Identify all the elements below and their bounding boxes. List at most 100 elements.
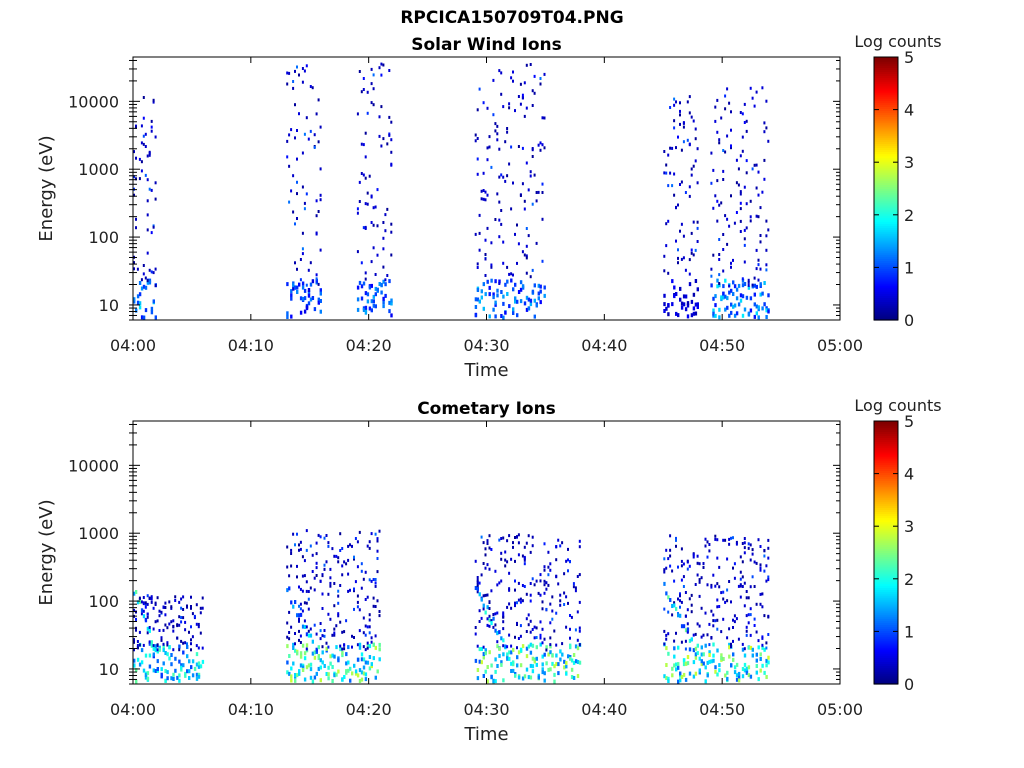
heatmap-cell: [735, 158, 738, 162]
heatmap-cell: [675, 292, 678, 296]
colorbar-step: [874, 176, 898, 179]
heatmap-cell: [333, 673, 336, 678]
heatmap-cell: [706, 555, 709, 559]
colorbar-step: [874, 262, 898, 266]
heatmap-cell: [728, 284, 731, 288]
heatmap-cell: [710, 274, 713, 278]
heatmap-cell: [190, 638, 192, 642]
heatmap-cell: [305, 529, 308, 533]
heatmap-cell: [763, 569, 766, 573]
heatmap-cell: [315, 552, 318, 556]
heatmap-cell: [686, 560, 689, 564]
heatmap-cell: [494, 302, 497, 307]
heatmap-cell: [327, 544, 330, 548]
heatmap-cell: [519, 287, 523, 292]
heatmap-cell: [368, 285, 372, 290]
heatmap-cell: [757, 170, 760, 174]
colorbar-step: [874, 202, 898, 206]
heatmap-cell: [692, 633, 695, 637]
heatmap-cell: [290, 678, 293, 683]
heatmap-cell: [180, 606, 183, 610]
heatmap-cell: [688, 272, 691, 276]
heatmap-cell: [290, 289, 293, 294]
heatmap-cell: [718, 238, 721, 241]
heatmap-cell: [140, 660, 144, 665]
heatmap-cell: [720, 116, 723, 120]
heatmap-cell: [508, 588, 511, 592]
heatmap-cell: [364, 155, 367, 159]
colorbar-step: [874, 317, 898, 321]
heatmap-cell: [535, 656, 538, 661]
heatmap-cell: [737, 584, 740, 588]
heatmap-cell: [296, 290, 299, 294]
colorbar-step: [874, 206, 898, 210]
heatmap-cell: [496, 631, 499, 635]
heatmap-cell: [677, 203, 679, 207]
colorbar-step: [874, 81, 898, 85]
heatmap-cell: [692, 674, 696, 679]
heatmap-cell: [474, 305, 478, 309]
heatmap-cell: [294, 543, 296, 547]
heatmap-cell: [140, 286, 144, 291]
heatmap-cell: [368, 631, 371, 635]
heatmap-cell: [197, 661, 201, 666]
heatmap-cell: [182, 663, 185, 668]
heatmap-cell: [307, 137, 310, 141]
heatmap-cell: [484, 292, 487, 297]
heatmap-cell: [673, 97, 676, 101]
heatmap-cell: [152, 299, 155, 304]
heatmap-cell: [696, 643, 699, 648]
heatmap-cell: [682, 256, 685, 260]
heatmap-cell: [140, 278, 143, 282]
heatmap-cell: [732, 652, 735, 657]
heatmap-cell: [305, 665, 309, 670]
heatmap-cell: [374, 634, 377, 638]
heatmap-cell: [669, 146, 672, 150]
heatmap-cell: [539, 77, 542, 80]
heatmap-cell: [311, 296, 315, 300]
heatmap-cell: [178, 623, 181, 627]
heatmap-cell: [500, 92, 503, 96]
heatmap-cell: [337, 612, 340, 616]
heatmap-cell: [353, 607, 355, 611]
heatmap-cell: [553, 672, 556, 677]
heatmap-cell: [514, 601, 516, 605]
heatmap-cell: [197, 646, 200, 650]
heatmap-cell: [136, 267, 139, 271]
heatmap-cell: [296, 613, 299, 618]
heatmap-cell: [743, 541, 746, 545]
x-tick-label: 05:00: [817, 336, 863, 355]
heatmap-cell: [498, 69, 501, 73]
heatmap-cell: [677, 135, 679, 139]
heatmap-cell: [148, 153, 151, 157]
heatmap-cell: [162, 661, 165, 666]
heatmap-cell: [733, 221, 736, 225]
heatmap-cell: [478, 647, 481, 652]
heatmap-cell: [335, 645, 338, 650]
heatmap-cell: [142, 609, 145, 613]
heatmap-cell: [176, 623, 179, 627]
heatmap-cell: [498, 653, 501, 658]
heatmap-cell: [567, 547, 569, 551]
heatmap-cell: [755, 267, 758, 271]
heatmap-cell: [718, 565, 721, 569]
heatmap-cell: [333, 627, 336, 631]
heatmap-cell: [525, 63, 528, 67]
heatmap-cell: [663, 302, 666, 307]
colorbar-step: [874, 108, 898, 112]
heatmap-cell: [307, 663, 311, 668]
heatmap-cell: [486, 542, 489, 545]
heatmap-cell: [743, 581, 746, 585]
heatmap-cell: [299, 641, 302, 644]
heatmap-cell: [730, 144, 732, 148]
colorbar-step: [874, 644, 898, 648]
heatmap-cell: [148, 596, 151, 600]
heatmap-cell: [364, 672, 368, 677]
heatmap-cell: [741, 313, 745, 318]
heatmap-cell: [292, 646, 295, 650]
heatmap-cell: [142, 142, 145, 146]
heatmap-cell: [720, 630, 723, 634]
heatmap-cell: [356, 657, 360, 662]
heatmap-cell: [517, 553, 520, 557]
